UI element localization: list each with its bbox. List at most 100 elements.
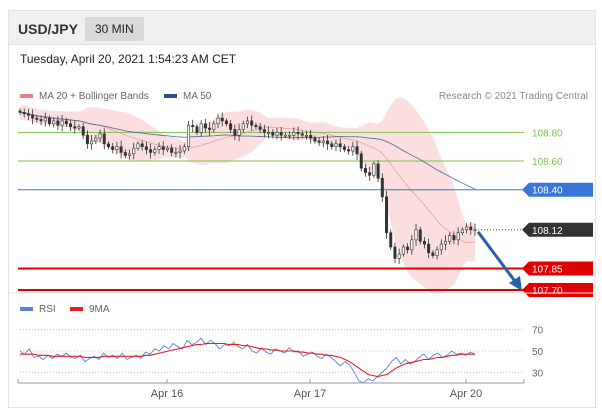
candle	[380, 173, 384, 202]
candle-body	[355, 146, 359, 155]
candle-body	[465, 226, 469, 231]
candle	[473, 223, 477, 236]
bollinger-swatch	[20, 94, 33, 99]
candle	[368, 167, 372, 181]
candle	[18, 108, 22, 115]
candle-body	[123, 152, 127, 156]
candle-body	[212, 123, 216, 130]
candle	[321, 136, 325, 148]
candle-body	[165, 147, 169, 150]
level-label-107-70: 107.70	[532, 286, 563, 297]
candle	[406, 243, 410, 254]
timeframe-badge[interactable]: 30 MIN	[85, 17, 144, 41]
candle	[229, 120, 233, 134]
rsi-swatch	[20, 307, 33, 312]
candle	[31, 109, 35, 125]
rsi-9ma-line	[20, 342, 475, 378]
candle-body	[237, 129, 241, 136]
candle	[254, 122, 258, 130]
candle	[330, 140, 334, 150]
candle	[35, 114, 39, 123]
candle-body	[330, 143, 334, 148]
candle	[351, 141, 355, 156]
candle	[389, 229, 393, 251]
candle	[136, 141, 140, 151]
candle	[279, 126, 283, 141]
candle-body	[31, 114, 35, 119]
candle-body	[22, 112, 26, 115]
legend-9ma-label: 9MA	[89, 304, 110, 315]
candle-body	[203, 123, 207, 129]
candle-body	[136, 143, 140, 149]
candle-body	[473, 229, 477, 232]
level-label-108-12: 108.12	[532, 226, 563, 237]
candle-body	[418, 229, 422, 242]
candle-body	[448, 235, 452, 242]
candle-body	[292, 132, 296, 136]
candle	[85, 130, 89, 149]
candle	[309, 129, 313, 144]
candle	[401, 244, 405, 257]
candle	[363, 163, 367, 177]
candle	[47, 115, 51, 127]
rsi-tick-label-30: 30	[532, 368, 544, 379]
candle	[165, 145, 169, 153]
candle-body	[254, 124, 258, 127]
candle-body	[393, 246, 397, 259]
candle	[52, 117, 56, 128]
candle	[262, 124, 266, 138]
candle-body	[410, 239, 414, 251]
candle-body	[140, 143, 144, 148]
ma50-line	[19, 111, 476, 190]
candle-body	[435, 249, 439, 256]
candle	[73, 121, 77, 134]
candle	[271, 129, 275, 139]
candle	[119, 140, 123, 159]
candle	[56, 116, 60, 131]
candle-body	[326, 140, 330, 145]
candle-body	[90, 140, 94, 145]
candle-body	[98, 133, 102, 139]
candle-body	[187, 124, 191, 148]
candle-body	[283, 134, 287, 137]
candle	[69, 119, 73, 131]
candle-body	[199, 123, 203, 133]
credit-text: Research © 2021 Trading Central	[438, 91, 588, 102]
candle	[233, 124, 237, 141]
candle-body	[77, 126, 81, 129]
candle-body	[296, 132, 300, 135]
candle	[178, 144, 182, 159]
candle	[106, 141, 110, 150]
candle-body	[258, 126, 262, 130]
candle-body	[208, 127, 212, 130]
candle	[123, 149, 127, 159]
candle-body	[334, 143, 338, 148]
level-tag-107-85	[522, 261, 593, 276]
candle	[427, 238, 431, 259]
candle	[313, 135, 317, 144]
legend-bollinger-label: MA 20 + Bollinger Bands	[39, 91, 149, 102]
legend-ma50-label: MA 50	[183, 91, 212, 102]
candle	[22, 108, 26, 118]
candle-body	[60, 120, 64, 126]
candle	[292, 127, 296, 141]
forecast-arrow-shaft	[476, 230, 519, 285]
candle-body	[128, 153, 132, 156]
candle	[199, 120, 203, 137]
chart-frame	[8, 10, 596, 408]
candle	[220, 112, 224, 127]
legend-ma50: MA 50	[164, 91, 211, 102]
candle-body	[195, 126, 199, 133]
candle-body	[111, 146, 115, 150]
ma50-swatch	[164, 94, 177, 99]
candle	[94, 134, 98, 145]
candle-body	[338, 143, 342, 148]
candle-body	[288, 134, 292, 137]
timestamp: Tuesday, April 20, 2021 1:54:23 AM CET	[20, 52, 237, 66]
candle-body	[43, 117, 47, 122]
candle-body	[220, 117, 224, 122]
9ma-swatch	[70, 307, 83, 312]
x-tick-label: Apr 16	[151, 388, 183, 400]
level-tag-108-12	[522, 222, 593, 237]
candle	[246, 116, 250, 129]
